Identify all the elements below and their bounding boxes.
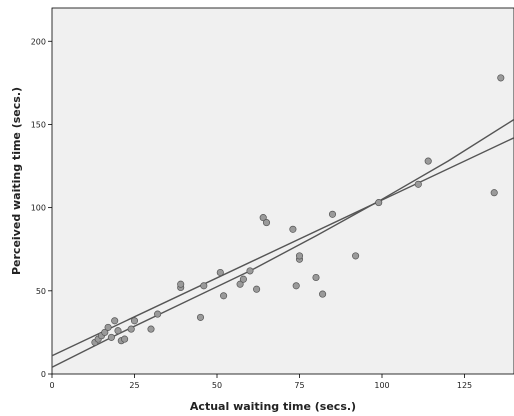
x-axis-label: Actual waiting time (secs.) — [190, 400, 356, 413]
x-tick-label: 125 — [457, 381, 472, 390]
x-tick-label: 75 — [294, 381, 304, 390]
data-point — [121, 335, 129, 343]
data-point — [107, 333, 115, 341]
plot-area — [51, 7, 514, 375]
data-point — [289, 225, 297, 233]
data-point — [295, 252, 304, 260]
data-point — [375, 199, 383, 207]
data-point — [253, 285, 261, 293]
data-point — [259, 214, 267, 222]
y-tick-label: 150 — [31, 120, 46, 129]
data-point — [262, 219, 271, 227]
y-tick-label: 100 — [31, 204, 46, 213]
data-point — [239, 275, 247, 283]
data-point — [177, 280, 185, 288]
data-point — [101, 328, 109, 336]
y-tick-label: 50 — [36, 287, 46, 296]
data-point — [414, 180, 422, 188]
fit-line-linear — [51, 137, 514, 357]
data-point — [130, 317, 139, 325]
x-tick-label: 100 — [374, 381, 389, 390]
data-point — [104, 323, 112, 331]
data-point — [196, 313, 205, 321]
data-point — [319, 290, 327, 298]
data-point — [216, 268, 224, 277]
data-point — [292, 282, 300, 290]
data-point — [147, 325, 155, 333]
data-point — [424, 157, 432, 165]
data-point — [246, 267, 254, 275]
data-point — [236, 280, 244, 288]
data-point — [200, 282, 208, 290]
data-point — [114, 327, 122, 335]
data-point — [352, 252, 360, 260]
data-points — [91, 74, 505, 346]
y-axis-label: Perceived waiting time (secs.) — [10, 87, 23, 275]
x-tick-label: 50 — [212, 381, 222, 390]
y-tick-label: 200 — [31, 37, 46, 46]
data-point — [111, 317, 119, 325]
tick-labels: 0 25 50 75 100 125 0 50 100 150 200 — [31, 37, 472, 390]
data-point — [220, 292, 228, 300]
x-tick-label: 25 — [129, 381, 139, 390]
data-point — [328, 210, 337, 218]
data-point — [312, 273, 320, 282]
data-point — [497, 74, 505, 82]
data-point — [127, 325, 135, 333]
data-point — [490, 189, 498, 197]
y-tick-label: 0 — [41, 370, 46, 379]
x-tick-label: 0 — [49, 381, 54, 390]
data-point — [154, 310, 162, 318]
axes — [48, 40, 465, 378]
